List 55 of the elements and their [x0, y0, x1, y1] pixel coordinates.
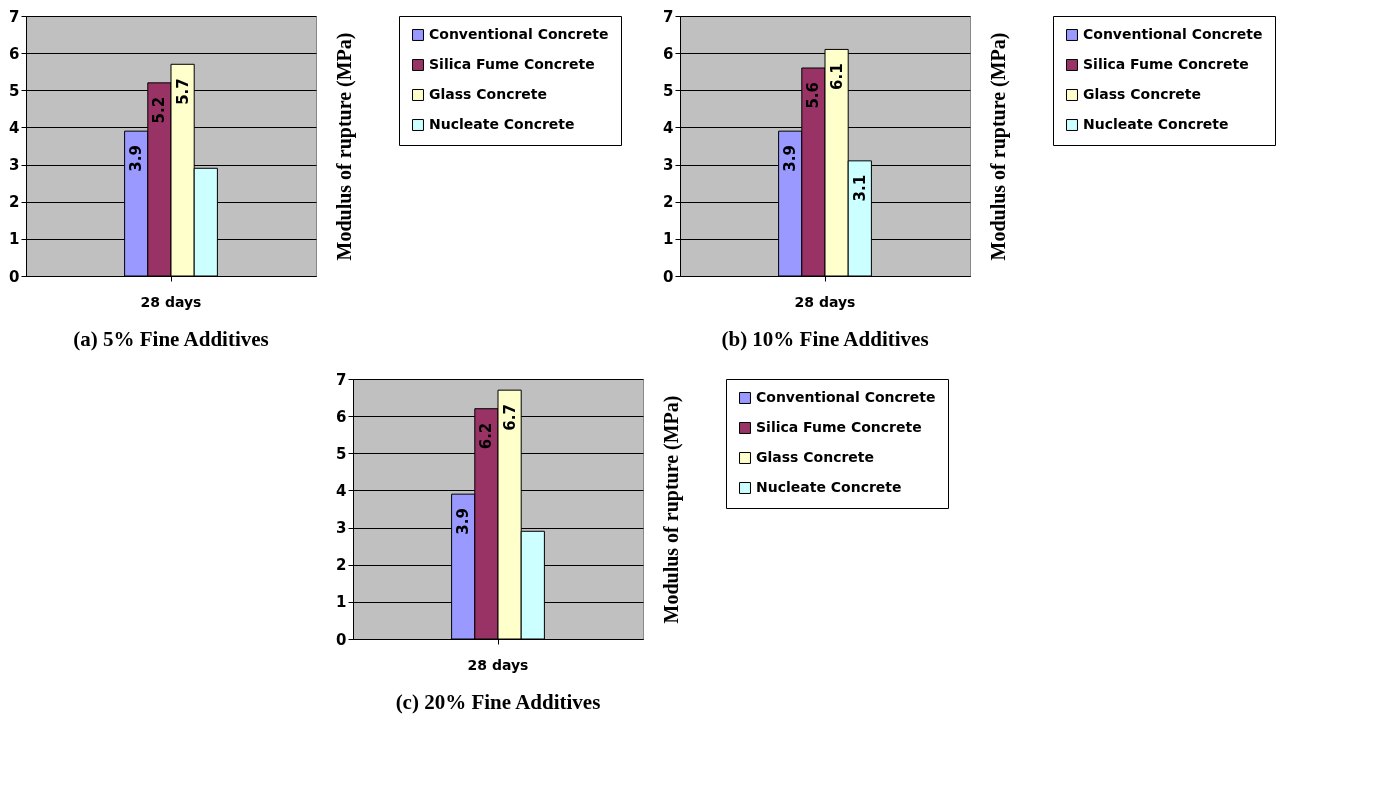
x-tick-label: 28 days [794, 293, 856, 310]
y-tick-label: 7 [336, 370, 347, 389]
y-tick-label: 5 [336, 444, 347, 463]
legend-label: Silica Fume Concrete [756, 419, 922, 435]
data-label: 6.2 [477, 422, 496, 450]
y-tick-label: 5 [9, 81, 20, 100]
y-tick-label: 3 [9, 156, 20, 175]
legend-label: Glass Concrete [429, 86, 548, 102]
y-tick-label: 1 [336, 593, 347, 612]
x-tick-label: 28 days [467, 656, 529, 673]
data-label: 5.7 [173, 78, 192, 105]
data-label: 6.7 [500, 404, 519, 431]
y-tick-label: 1 [9, 230, 20, 249]
legend-label: Glass Concrete [1083, 86, 1202, 102]
y-tick-label: 2 [9, 193, 20, 212]
legend-label: Nucleate Concrete [429, 116, 575, 132]
data-label: 5.6 [804, 82, 823, 109]
legend-label: Conventional Concrete [1083, 26, 1263, 42]
y-tick-label: 2 [336, 556, 347, 575]
text: (b) 10% Fine Additives [721, 327, 929, 351]
y-tick-label: 0 [663, 267, 674, 286]
y-tick-label: 0 [336, 630, 347, 649]
text: (c) 20% Fine Additives [395, 690, 601, 714]
y-tick-label: 1 [663, 230, 674, 249]
y-tick-label: 6 [663, 44, 674, 63]
y-tick-label: 7 [663, 7, 674, 26]
y-tick-label: 4 [336, 481, 347, 500]
y-tick-label: 0 [9, 267, 20, 286]
y-tick-label: 6 [336, 407, 347, 426]
legend-label: Conventional Concrete [756, 389, 936, 405]
y-axis-title: Modulus of rupture (MPa) [332, 32, 356, 261]
legend-label: Nucleate Concrete [1083, 116, 1229, 132]
legend-label: Silica Fume Concrete [429, 56, 595, 72]
y-axis-title: Modulus of rupture (MPa) [986, 32, 1010, 261]
y-tick-label: 4 [663, 118, 674, 137]
y-tick-label: 3 [663, 156, 674, 175]
legend-label: Silica Fume Concrete [1083, 56, 1249, 72]
y-tick-label: 3 [336, 519, 347, 538]
y-axis-title: Modulus of rupture (MPa) [659, 395, 683, 624]
data-label: 5.2 [150, 96, 169, 124]
y-tick-label: 5 [663, 81, 674, 100]
data-label: 6.1 [827, 63, 846, 91]
data-label: 3.9 [454, 508, 473, 535]
y-tick-label: 4 [9, 118, 20, 137]
legend-label: Conventional Concrete [429, 26, 609, 42]
y-tick-label: 2 [663, 193, 674, 212]
data-label: 3.1 [850, 174, 869, 202]
y-tick-label: 7 [9, 7, 20, 26]
text: (a) 5% Fine Additives [73, 327, 269, 351]
legend-label: Glass Concrete [756, 449, 875, 465]
data-label: 3.9 [127, 145, 146, 172]
data-label: 3.9 [781, 145, 800, 172]
y-tick-label: 6 [9, 44, 20, 63]
x-tick-label: 28 days [140, 293, 202, 310]
legend-label: Nucleate Concrete [756, 479, 902, 495]
